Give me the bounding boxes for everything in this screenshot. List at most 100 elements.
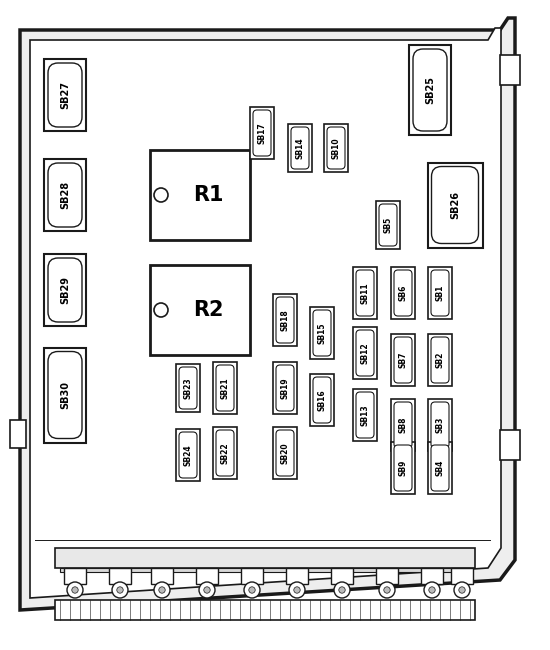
- Bar: [64, 568, 86, 584]
- Bar: [353, 389, 377, 441]
- Text: SB24: SB24: [184, 444, 192, 466]
- FancyBboxPatch shape: [379, 204, 397, 246]
- Text: SB30: SB30: [60, 381, 70, 409]
- Circle shape: [154, 582, 170, 598]
- Text: SB5: SB5: [383, 217, 393, 233]
- Text: SB29: SB29: [60, 276, 70, 304]
- Bar: [500, 430, 520, 460]
- Bar: [409, 45, 451, 135]
- FancyBboxPatch shape: [48, 163, 82, 227]
- Text: R2: R2: [192, 300, 223, 320]
- Text: SB7: SB7: [399, 352, 408, 369]
- Bar: [421, 568, 443, 584]
- Bar: [241, 568, 263, 584]
- Circle shape: [379, 582, 395, 598]
- Circle shape: [72, 587, 78, 593]
- Text: R1: R1: [192, 185, 223, 205]
- Bar: [451, 568, 473, 584]
- FancyBboxPatch shape: [356, 392, 374, 438]
- Bar: [428, 442, 452, 494]
- FancyBboxPatch shape: [394, 445, 412, 491]
- Text: SB13: SB13: [360, 404, 370, 426]
- Bar: [428, 334, 452, 386]
- Text: SB2: SB2: [436, 352, 444, 368]
- Bar: [60, 568, 470, 572]
- FancyBboxPatch shape: [432, 166, 478, 244]
- Text: SB20: SB20: [280, 442, 289, 464]
- Bar: [324, 124, 348, 172]
- Circle shape: [454, 582, 470, 598]
- Circle shape: [289, 582, 305, 598]
- Text: SB14: SB14: [295, 137, 305, 159]
- Bar: [427, 162, 482, 248]
- Text: SB15: SB15: [317, 322, 327, 344]
- FancyBboxPatch shape: [431, 402, 449, 448]
- Bar: [310, 374, 334, 426]
- FancyBboxPatch shape: [431, 445, 449, 491]
- FancyBboxPatch shape: [276, 430, 294, 476]
- FancyBboxPatch shape: [276, 297, 294, 343]
- Bar: [286, 568, 308, 584]
- FancyBboxPatch shape: [431, 337, 449, 383]
- Text: SB6: SB6: [399, 285, 408, 301]
- Text: SB3: SB3: [436, 417, 444, 433]
- Text: SB10: SB10: [332, 137, 340, 159]
- Circle shape: [154, 188, 168, 202]
- Circle shape: [244, 582, 260, 598]
- Circle shape: [249, 587, 255, 593]
- FancyBboxPatch shape: [413, 49, 447, 131]
- FancyBboxPatch shape: [179, 367, 197, 409]
- Bar: [55, 548, 475, 568]
- Circle shape: [112, 582, 128, 598]
- Bar: [376, 201, 400, 249]
- Circle shape: [117, 587, 123, 593]
- Text: SB16: SB16: [317, 389, 327, 411]
- Circle shape: [459, 587, 465, 593]
- Bar: [151, 568, 173, 584]
- Bar: [44, 348, 86, 443]
- FancyBboxPatch shape: [291, 127, 309, 169]
- Bar: [196, 568, 218, 584]
- Bar: [176, 364, 200, 412]
- FancyBboxPatch shape: [48, 63, 82, 127]
- FancyBboxPatch shape: [327, 127, 345, 169]
- FancyBboxPatch shape: [394, 337, 412, 383]
- Bar: [273, 294, 297, 346]
- Circle shape: [384, 587, 390, 593]
- Text: SB12: SB12: [360, 342, 370, 364]
- Bar: [428, 399, 452, 451]
- Text: SB27: SB27: [60, 81, 70, 109]
- Bar: [273, 427, 297, 479]
- Circle shape: [159, 587, 165, 593]
- Text: SB23: SB23: [184, 377, 192, 399]
- FancyBboxPatch shape: [394, 402, 412, 448]
- Bar: [250, 107, 274, 159]
- Circle shape: [67, 582, 83, 598]
- Text: SB19: SB19: [280, 377, 289, 399]
- Bar: [213, 362, 237, 414]
- Bar: [10, 420, 26, 448]
- FancyBboxPatch shape: [48, 258, 82, 322]
- Bar: [353, 327, 377, 379]
- Bar: [310, 307, 334, 359]
- FancyBboxPatch shape: [356, 270, 374, 316]
- Text: SB4: SB4: [436, 460, 444, 476]
- Text: SB28: SB28: [60, 181, 70, 209]
- Text: SB21: SB21: [221, 377, 229, 399]
- Bar: [331, 568, 353, 584]
- Bar: [44, 59, 86, 131]
- Text: SB1: SB1: [436, 285, 444, 301]
- FancyBboxPatch shape: [313, 310, 331, 356]
- Text: SB18: SB18: [280, 309, 289, 331]
- Circle shape: [429, 587, 435, 593]
- Text: SB22: SB22: [221, 442, 229, 464]
- Circle shape: [294, 587, 300, 593]
- Bar: [391, 334, 415, 386]
- FancyBboxPatch shape: [394, 270, 412, 316]
- Text: SB26: SB26: [450, 191, 460, 219]
- FancyBboxPatch shape: [48, 352, 82, 439]
- Bar: [428, 267, 452, 319]
- Text: SB8: SB8: [399, 417, 408, 434]
- Bar: [353, 267, 377, 319]
- Circle shape: [339, 587, 345, 593]
